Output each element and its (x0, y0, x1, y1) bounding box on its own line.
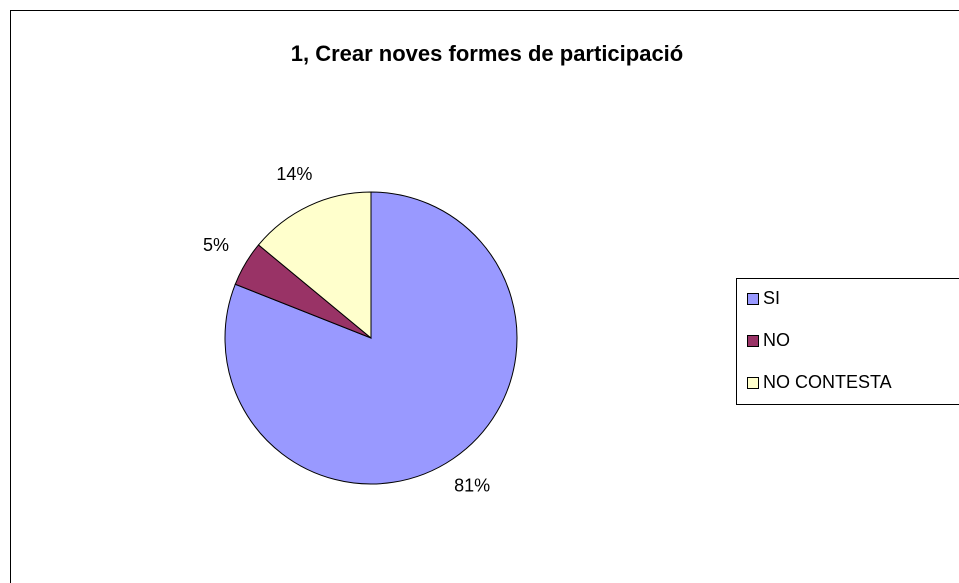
legend-swatch (747, 335, 759, 347)
legend-box (736, 278, 959, 405)
data-label: 5% (203, 235, 229, 255)
data-label: 14% (276, 164, 312, 184)
legend-label: NO (763, 330, 790, 350)
legend-swatch (747, 377, 759, 389)
legend-swatch (747, 293, 759, 305)
legend-label: SI (763, 288, 780, 308)
legend-label: NO CONTESTA (763, 372, 892, 392)
data-label: 81% (454, 476, 490, 496)
chart-title: 1, Crear noves formes de participació (291, 41, 684, 66)
pie-slice (257, 191, 372, 340)
